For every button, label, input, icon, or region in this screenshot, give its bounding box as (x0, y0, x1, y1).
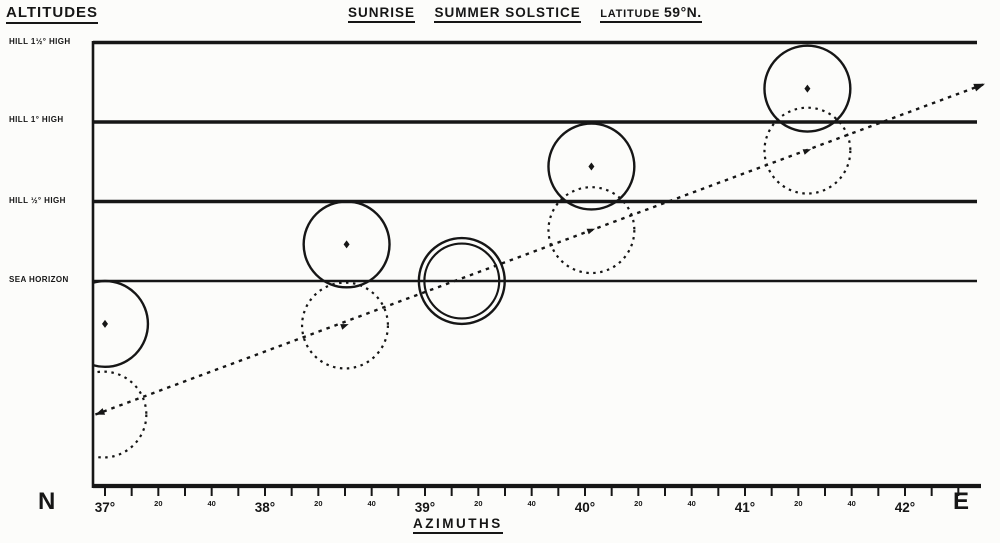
x-tick-label-minor: 20 (314, 499, 322, 508)
plot-content (93, 44, 986, 459)
sun-center-dot (588, 162, 595, 171)
x-tick-label-minor: 40 (367, 499, 375, 508)
sun-path-arrowhead-west (95, 408, 106, 415)
sun-center-arrow (802, 149, 812, 155)
level-label-sea-horizon: SEA HORIZON (9, 275, 69, 284)
sun-path-arrowhead-east (973, 83, 985, 92)
sun-disk-solid (93, 279, 150, 369)
x-tick-label-minor: 40 (687, 499, 695, 508)
x-tick-label-major: 37° (95, 500, 115, 515)
sun-center-arrow (340, 324, 349, 330)
x-tick-label-minor: 40 (527, 499, 535, 508)
sun-disk-double-inner (423, 242, 501, 320)
sun-disk-solid (547, 122, 636, 211)
x-tick-label-minor: 20 (634, 499, 642, 508)
sun-disk-dotted (93, 370, 148, 459)
sun-disk-dotted (763, 106, 852, 195)
level-label-hill-1half: HILL 1½° HIGH (9, 37, 71, 46)
x-tick-label-minor: 20 (474, 499, 482, 508)
chart-title-sunrise: SUNRISE (348, 5, 416, 23)
x-tick-label-major: 39° (415, 500, 435, 515)
sun-center-dot (102, 319, 108, 328)
x-tick-label-minor: 40 (847, 499, 855, 508)
sun-disk-dotted (300, 281, 390, 370)
x-tick-label-major: 38° (255, 500, 275, 515)
sun-center-dot (343, 240, 350, 249)
x-tick-label-minor: 20 (154, 499, 162, 508)
chart-title-latitude: LATITUDE 59°N. (600, 4, 702, 23)
sun-center-dot (804, 84, 811, 93)
chart-title-latitude-value: 59°N. (664, 4, 702, 20)
x-tick-label-major: 41° (735, 500, 755, 515)
y-axis-title: ALTITUDES (6, 4, 99, 24)
sun-disk-dotted (547, 186, 636, 275)
north-label: N (38, 488, 56, 515)
chart-title-latitude-label: LATITUDE (600, 8, 661, 20)
sun-disk-double-outer (417, 236, 506, 326)
chart-title-summer-solstice: SUMMER SOLSTICE (434, 5, 581, 23)
chart-title: SUNRISE SUMMER SOLSTICE LATITUDE 59°N. (348, 4, 702, 23)
x-axis-title: AZIMUTHS (413, 516, 503, 534)
sun-path-line (94, 82, 986, 416)
level-label-hill-1: HILL 1° HIGH (9, 115, 64, 124)
east-label: E (953, 488, 970, 515)
x-tick-label-major: 40° (575, 500, 595, 515)
sun-disk-solid (302, 200, 391, 289)
x-tick-label-minor: 20 (794, 499, 802, 508)
x-tick-label-minor: 40 (207, 499, 215, 508)
level-label-hill-half: HILL ½° HIGH (9, 196, 66, 205)
x-tick-label-major: 42° (895, 500, 915, 515)
sun-center-arrow (586, 228, 596, 235)
sun-disk-solid (763, 44, 852, 133)
